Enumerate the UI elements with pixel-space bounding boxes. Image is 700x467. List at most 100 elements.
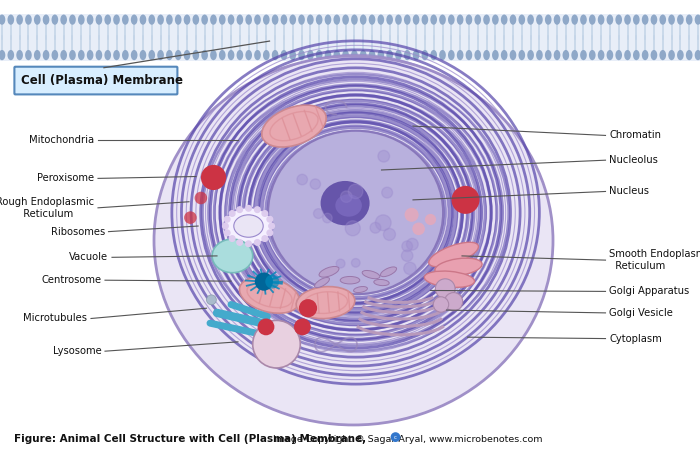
- Circle shape: [195, 192, 207, 204]
- Circle shape: [425, 214, 436, 225]
- Ellipse shape: [571, 50, 578, 60]
- Circle shape: [349, 184, 363, 198]
- Ellipse shape: [139, 14, 146, 25]
- Ellipse shape: [369, 50, 375, 60]
- Ellipse shape: [571, 14, 578, 25]
- Text: Nucleus: Nucleus: [609, 186, 649, 197]
- Ellipse shape: [342, 50, 349, 60]
- Circle shape: [444, 293, 463, 311]
- Circle shape: [230, 236, 235, 241]
- Ellipse shape: [193, 14, 199, 25]
- Ellipse shape: [16, 14, 23, 25]
- Ellipse shape: [212, 239, 253, 273]
- Ellipse shape: [122, 14, 129, 25]
- Circle shape: [294, 318, 311, 335]
- Text: Chromatin: Chromatin: [609, 130, 661, 141]
- Ellipse shape: [624, 14, 631, 25]
- Ellipse shape: [158, 50, 164, 60]
- Text: Golgi Vesicle: Golgi Vesicle: [609, 308, 673, 318]
- Ellipse shape: [428, 242, 479, 267]
- Text: Lysosome: Lysosome: [52, 346, 102, 356]
- Ellipse shape: [404, 50, 411, 60]
- Circle shape: [297, 174, 307, 185]
- Circle shape: [265, 275, 279, 289]
- Ellipse shape: [589, 50, 596, 60]
- Ellipse shape: [131, 50, 137, 60]
- Ellipse shape: [501, 14, 508, 25]
- Ellipse shape: [281, 14, 287, 25]
- Ellipse shape: [377, 14, 384, 25]
- Ellipse shape: [545, 14, 552, 25]
- Ellipse shape: [333, 50, 340, 60]
- Text: Nucleolus: Nucleolus: [609, 155, 658, 165]
- Ellipse shape: [642, 50, 648, 60]
- Ellipse shape: [34, 14, 41, 25]
- Ellipse shape: [307, 50, 314, 60]
- Ellipse shape: [148, 50, 155, 60]
- Ellipse shape: [104, 14, 111, 25]
- Ellipse shape: [87, 14, 93, 25]
- Ellipse shape: [483, 50, 490, 60]
- Ellipse shape: [193, 50, 199, 60]
- Ellipse shape: [421, 14, 428, 25]
- Ellipse shape: [607, 14, 613, 25]
- Ellipse shape: [563, 50, 569, 60]
- Ellipse shape: [254, 14, 261, 25]
- Ellipse shape: [131, 14, 137, 25]
- Ellipse shape: [281, 50, 287, 60]
- Ellipse shape: [154, 56, 553, 425]
- Ellipse shape: [360, 50, 367, 60]
- Circle shape: [267, 216, 272, 222]
- Circle shape: [382, 187, 393, 198]
- Circle shape: [267, 230, 272, 236]
- Circle shape: [230, 211, 235, 216]
- Circle shape: [246, 205, 251, 211]
- Ellipse shape: [598, 50, 604, 60]
- Ellipse shape: [158, 14, 164, 25]
- Ellipse shape: [386, 50, 393, 60]
- Circle shape: [262, 211, 267, 216]
- Circle shape: [407, 238, 418, 250]
- Ellipse shape: [16, 50, 23, 60]
- Ellipse shape: [307, 14, 314, 25]
- Ellipse shape: [52, 50, 58, 60]
- Circle shape: [384, 228, 395, 241]
- Ellipse shape: [175, 14, 181, 25]
- Ellipse shape: [298, 50, 305, 60]
- Ellipse shape: [448, 50, 454, 60]
- Ellipse shape: [466, 14, 472, 25]
- Ellipse shape: [360, 14, 367, 25]
- Text: Cytoplasm: Cytoplasm: [609, 333, 662, 344]
- Circle shape: [391, 432, 400, 442]
- Text: Rough Endoplasmic
  Reticulum: Rough Endoplasmic Reticulum: [0, 197, 94, 219]
- Text: Smooth Endoplasmic
  Reticulum: Smooth Endoplasmic Reticulum: [609, 249, 700, 271]
- Ellipse shape: [224, 207, 273, 245]
- Circle shape: [370, 222, 381, 233]
- Ellipse shape: [435, 258, 482, 276]
- Ellipse shape: [262, 105, 326, 147]
- Ellipse shape: [536, 50, 542, 60]
- Circle shape: [255, 207, 260, 212]
- Circle shape: [435, 279, 455, 298]
- Circle shape: [237, 240, 242, 245]
- Ellipse shape: [325, 14, 331, 25]
- Ellipse shape: [0, 50, 6, 60]
- Ellipse shape: [272, 50, 279, 60]
- Ellipse shape: [527, 50, 534, 60]
- Ellipse shape: [380, 267, 397, 276]
- Ellipse shape: [694, 50, 700, 60]
- Circle shape: [351, 259, 360, 267]
- Ellipse shape: [175, 50, 181, 60]
- Ellipse shape: [615, 50, 622, 60]
- Ellipse shape: [78, 14, 85, 25]
- Ellipse shape: [228, 50, 234, 60]
- Circle shape: [404, 262, 416, 275]
- Circle shape: [206, 295, 216, 304]
- Ellipse shape: [210, 14, 217, 25]
- Circle shape: [255, 273, 273, 290]
- Ellipse shape: [677, 14, 684, 25]
- Ellipse shape: [60, 50, 67, 60]
- Ellipse shape: [607, 50, 613, 60]
- Circle shape: [345, 221, 361, 236]
- Ellipse shape: [246, 14, 252, 25]
